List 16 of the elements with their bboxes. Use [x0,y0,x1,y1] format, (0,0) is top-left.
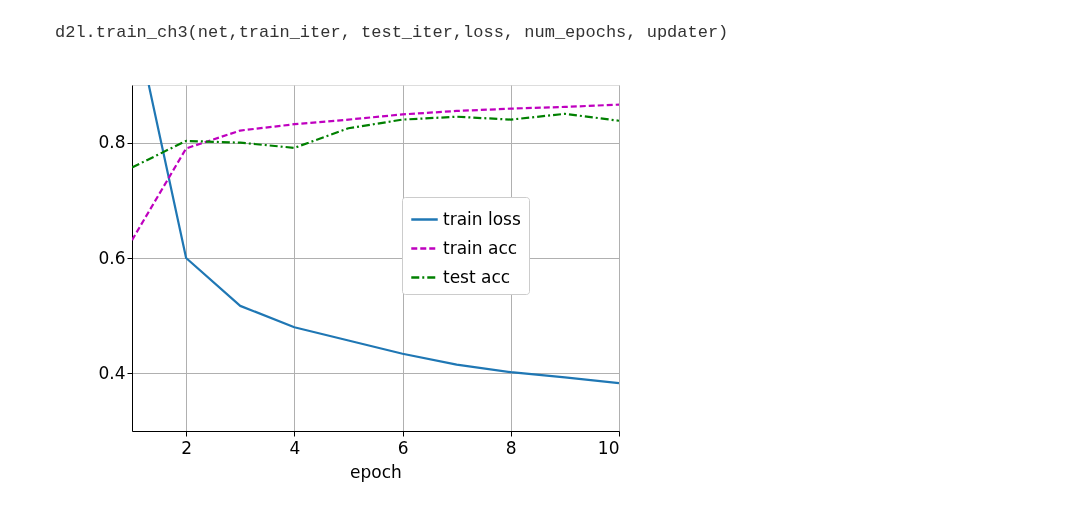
x-tick-label: 2 [181,437,193,458]
x-tick-label: 6 [397,437,409,458]
legend-label: train acc [443,237,518,258]
x-tick-label: 4 [289,437,301,458]
legend-label: test acc [443,266,511,287]
line-series [147,85,619,385]
x-tick-label: 10 [597,437,620,458]
y-tick-label: 0.8 [98,132,126,153]
x-axis-title: epoch [350,461,402,482]
line-series [132,112,619,169]
line-series [132,103,619,242]
legend-label: train loss [443,208,521,229]
y-tick-label: 0.4 [98,362,126,383]
text: d2l.train_ch3(net,train_iter, test_iter,loss, num_epochs, updater) [55,23,729,42]
x-tick-label: 8 [505,437,517,458]
y-tick-label: 0.6 [98,247,126,268]
